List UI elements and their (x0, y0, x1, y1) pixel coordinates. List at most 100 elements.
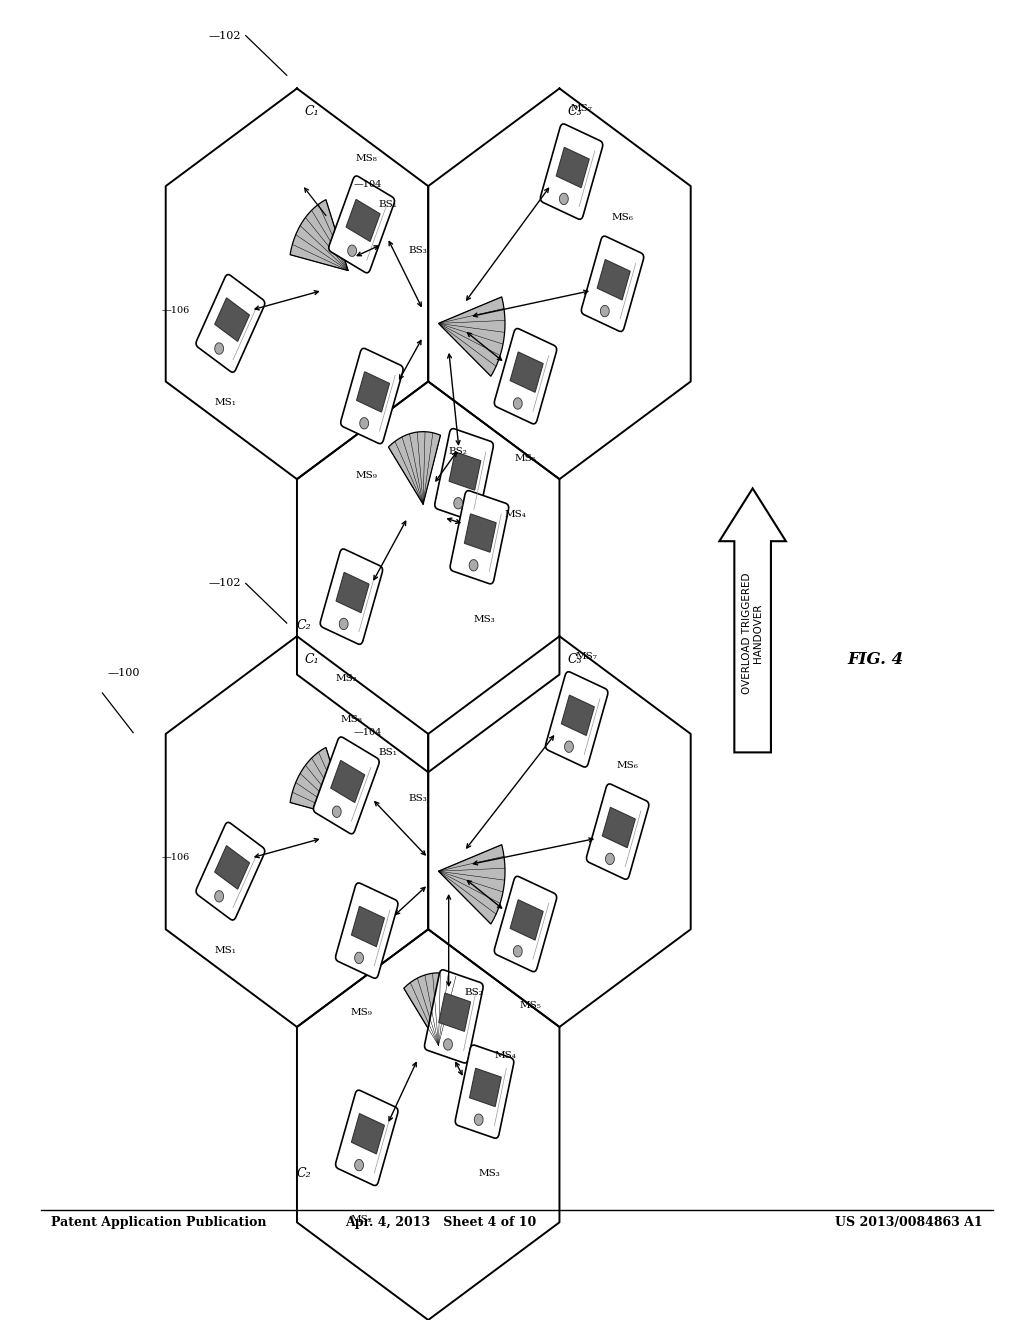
Text: FIG. 4: FIG. 4 (848, 652, 903, 668)
Polygon shape (290, 199, 348, 271)
Bar (602, 808, 635, 847)
Text: MS₅: MS₅ (519, 1002, 542, 1010)
Circle shape (454, 498, 463, 510)
Text: MS₆: MS₆ (611, 214, 634, 222)
Circle shape (513, 397, 522, 409)
Bar (465, 513, 497, 552)
Bar (510, 900, 543, 940)
Circle shape (513, 945, 522, 957)
FancyBboxPatch shape (329, 176, 394, 273)
Text: MS₉: MS₉ (355, 471, 378, 479)
Text: MS₅: MS₅ (514, 454, 537, 462)
FancyBboxPatch shape (336, 1090, 398, 1185)
FancyBboxPatch shape (425, 970, 483, 1063)
Text: Patent Application Publication: Patent Application Publication (51, 1216, 266, 1229)
Bar (351, 1114, 384, 1154)
Text: MS₂: MS₂ (350, 1216, 373, 1224)
Text: BS₁: BS₁ (379, 748, 397, 756)
Circle shape (443, 1039, 453, 1051)
FancyBboxPatch shape (435, 429, 494, 521)
Text: BS₃: BS₃ (409, 247, 427, 255)
Bar (450, 451, 481, 490)
Text: —102: —102 (208, 578, 241, 589)
FancyBboxPatch shape (321, 549, 383, 644)
Text: MS₇: MS₇ (575, 652, 598, 660)
Bar (331, 760, 365, 803)
Circle shape (215, 343, 223, 354)
Bar (346, 199, 380, 242)
FancyBboxPatch shape (587, 784, 649, 879)
Text: OVERLOAD TRIGGERED
HANDOVER: OVERLOAD TRIGGERED HANDOVER (741, 573, 764, 694)
Text: BS₃: BS₃ (409, 795, 427, 803)
Circle shape (348, 246, 356, 256)
FancyBboxPatch shape (336, 883, 398, 978)
Circle shape (339, 618, 348, 630)
Bar (597, 260, 630, 300)
Polygon shape (719, 488, 786, 752)
FancyBboxPatch shape (196, 275, 265, 372)
Text: C₁: C₁ (305, 106, 319, 119)
Bar (336, 573, 369, 612)
Text: MS₃: MS₃ (479, 1170, 501, 1177)
Text: —106: —106 (161, 306, 189, 314)
Circle shape (474, 1114, 483, 1126)
Text: MS₉: MS₉ (350, 1008, 373, 1016)
Bar (556, 148, 589, 187)
Text: BS₂: BS₂ (449, 447, 468, 455)
Bar (510, 352, 543, 392)
Text: —104: —104 (353, 729, 382, 737)
Bar (470, 1068, 502, 1106)
Polygon shape (290, 747, 348, 818)
Bar (561, 696, 594, 735)
FancyBboxPatch shape (313, 737, 379, 834)
Text: MS₈: MS₈ (355, 154, 378, 162)
Bar (215, 298, 250, 342)
Bar (351, 907, 384, 946)
Polygon shape (388, 432, 440, 504)
Polygon shape (403, 973, 456, 1045)
Bar (356, 372, 389, 412)
Circle shape (354, 1159, 364, 1171)
Text: MS₁: MS₁ (214, 946, 237, 954)
FancyBboxPatch shape (546, 672, 608, 767)
FancyBboxPatch shape (456, 1045, 514, 1138)
Circle shape (605, 853, 614, 865)
Circle shape (564, 741, 573, 752)
Text: C₃: C₃ (567, 653, 582, 667)
Text: —100: —100 (108, 668, 140, 678)
FancyBboxPatch shape (541, 124, 603, 219)
Text: MS₈: MS₈ (340, 715, 362, 723)
Text: MS₃: MS₃ (474, 615, 496, 623)
Text: MS₄: MS₄ (495, 1052, 517, 1060)
Bar (439, 993, 471, 1031)
Circle shape (215, 891, 223, 902)
FancyBboxPatch shape (451, 491, 509, 583)
Text: —106: —106 (161, 854, 189, 862)
Text: MS₁: MS₁ (214, 399, 237, 407)
FancyBboxPatch shape (196, 822, 265, 920)
Circle shape (559, 193, 568, 205)
Polygon shape (438, 845, 505, 924)
Circle shape (600, 305, 609, 317)
Circle shape (354, 952, 364, 964)
Bar (215, 846, 250, 890)
Text: C₂: C₂ (297, 1167, 311, 1180)
Text: MS₇: MS₇ (570, 104, 593, 112)
Text: C₃: C₃ (567, 106, 582, 119)
Circle shape (359, 417, 369, 429)
Text: C₁: C₁ (305, 653, 319, 667)
Text: Apr. 4, 2013   Sheet 4 of 10: Apr. 4, 2013 Sheet 4 of 10 (345, 1216, 536, 1229)
Text: —104: —104 (353, 181, 382, 189)
Text: MS₆: MS₆ (616, 762, 639, 770)
Polygon shape (438, 297, 505, 376)
FancyBboxPatch shape (495, 329, 557, 424)
Text: US 2013/0084863 A1: US 2013/0084863 A1 (836, 1216, 983, 1229)
Text: MS₂: MS₂ (335, 675, 357, 682)
Text: C₂: C₂ (297, 619, 311, 632)
Text: BS₂: BS₂ (464, 989, 483, 997)
FancyBboxPatch shape (582, 236, 644, 331)
FancyBboxPatch shape (495, 876, 557, 972)
Circle shape (469, 560, 478, 572)
Text: —102: —102 (208, 30, 241, 41)
Text: MS₄: MS₄ (505, 511, 527, 519)
